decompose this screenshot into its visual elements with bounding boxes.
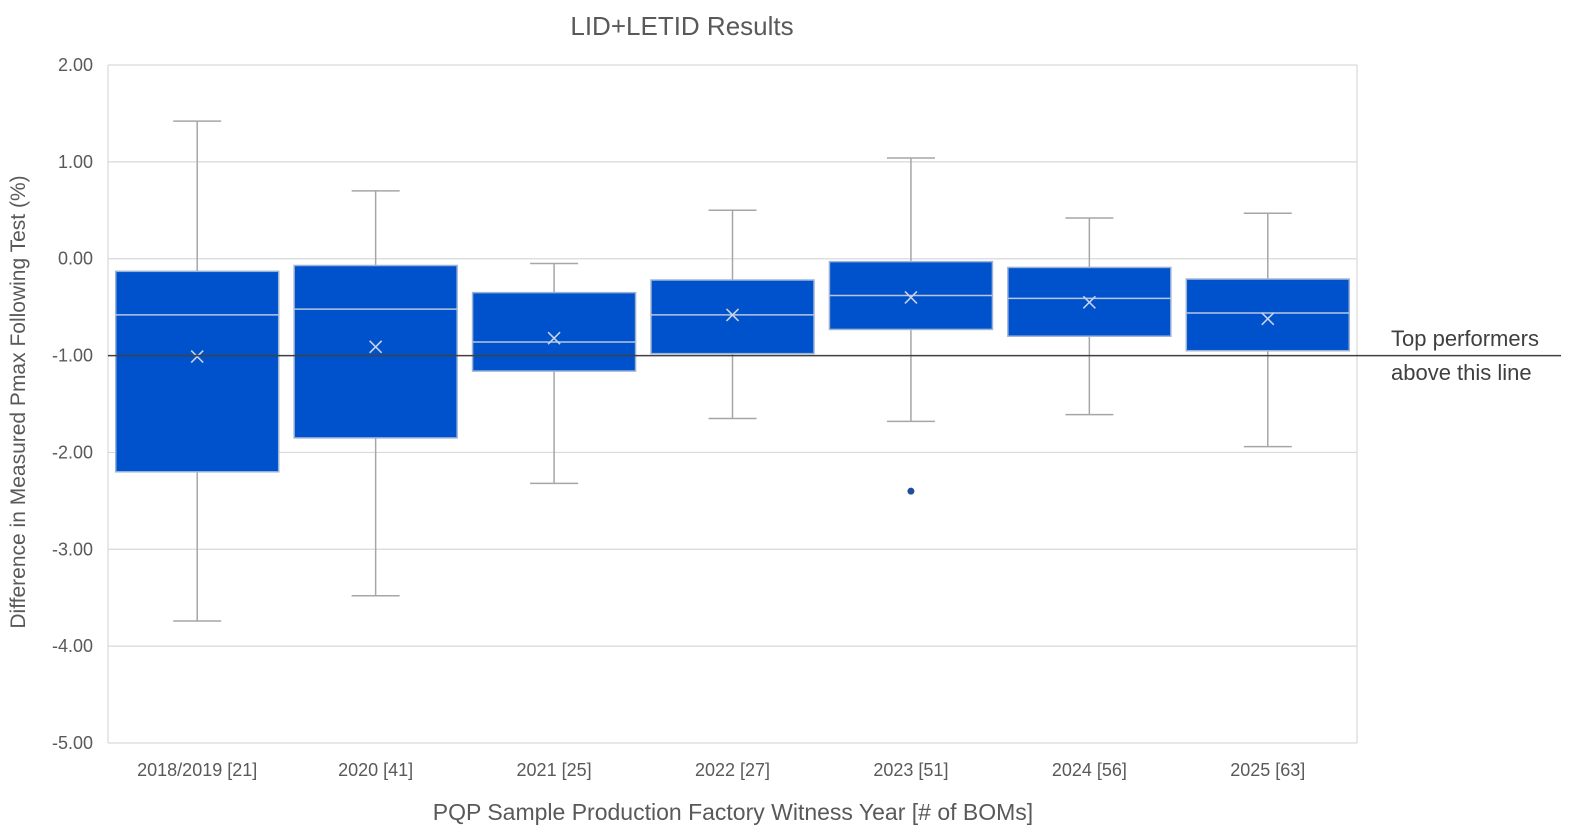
- x-tick-label: 2024 [56]: [1052, 760, 1127, 780]
- x-tick-label: 2023 [51]: [873, 760, 948, 780]
- box-1: [114, 120, 280, 622]
- y-tick-label: 0.00: [58, 249, 93, 269]
- mean-marker: [369, 340, 383, 354]
- boxes: [114, 120, 1351, 622]
- box-6: [1007, 217, 1172, 416]
- y-tick-label: -2.00: [52, 442, 93, 462]
- mean-marker: [725, 308, 740, 322]
- y-tick-label: -5.00: [52, 733, 93, 753]
- mean-marker: [190, 349, 204, 364]
- mean-marker: [1261, 312, 1275, 326]
- iqr-box: [1185, 278, 1351, 352]
- iqr-box: [293, 264, 458, 439]
- box-4: [650, 209, 815, 420]
- x-tick-label: 2020 [41]: [338, 760, 413, 780]
- x-axis-ticks: 2018/2019 [21] 2020 [41] 2021 [25] 2022 [27…: [137, 760, 1305, 780]
- y-tick-label: -4.00: [52, 636, 93, 656]
- box-7: [1185, 212, 1351, 448]
- iqr-box: [471, 291, 637, 372]
- reference-label-line1: Top performers: [1391, 326, 1539, 351]
- iqr-box: [650, 279, 815, 355]
- x-tick-label: 2022 [27]: [695, 760, 770, 780]
- chart-title: LID+LETID Results: [570, 11, 793, 41]
- x-axis-label: PQP Sample Production Factory Witness Ye…: [433, 799, 1033, 825]
- box-2: [293, 190, 458, 597]
- mean-marker: [1082, 295, 1096, 309]
- x-tick-label: 2021 [25]: [517, 760, 592, 780]
- box-5: [828, 157, 994, 495]
- reference-label-line2: above this line: [1391, 360, 1532, 385]
- iqr-box: [114, 270, 280, 473]
- mean-marker: [904, 290, 918, 305]
- y-axis-label: Difference in Measured Pmax Following Te…: [7, 175, 30, 628]
- box-3: [471, 262, 637, 485]
- outlier-point: [907, 487, 915, 495]
- y-axis-ticks: 2.00 1.00 0.00 -1.00 -2.00 -3.00 -4.00 -5.00: [52, 55, 93, 753]
- y-tick-label: -1.00: [52, 346, 93, 366]
- mean-marker: [547, 331, 561, 345]
- y-tick-label: 1.00: [58, 152, 93, 172]
- y-tick-label: 2.00: [58, 55, 93, 75]
- x-tick-label: 2025 [63]: [1230, 760, 1305, 780]
- y-tick-label: -3.00: [52, 539, 93, 559]
- x-tick-label: 2018/2019 [21]: [137, 760, 257, 780]
